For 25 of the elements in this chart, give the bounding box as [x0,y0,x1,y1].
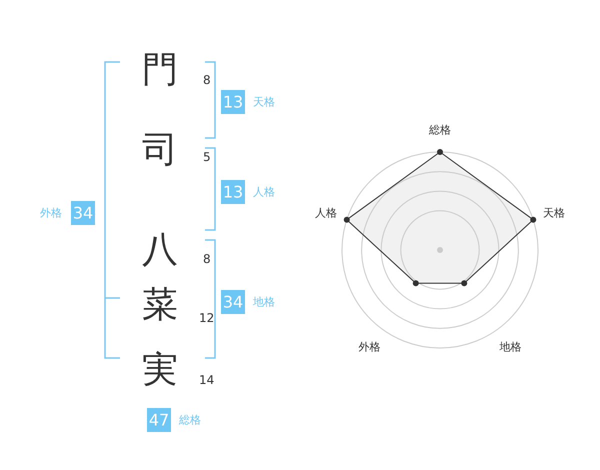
text: 八 [142,230,178,270]
text: 5 [203,150,211,164]
text: 8 [203,252,211,266]
text: 天格 [253,96,275,108]
text: 47 [148,410,170,430]
text: 門 [142,50,178,90]
text: 8 [203,73,211,87]
text: 外格 [40,206,62,220]
text: 13 [222,92,244,112]
text: 34 [72,204,94,222]
text: 13 [222,182,244,202]
spoke-label: 総格 [428,124,451,136]
text: 地格 [252,296,275,308]
text: 司 [142,130,178,170]
text: 34 [222,292,244,312]
text: 実 [142,350,178,390]
text: 14 [199,373,214,387]
spoke-label: 人格 [314,206,337,220]
text: 12 [199,311,214,325]
text: 総格 [178,414,201,426]
spoke-label: 地格 [498,340,522,354]
text: 菜 [142,284,178,326]
spoke-label: 外格 [358,340,380,354]
text: 人格 [253,186,275,198]
spoke-label: 天格 [543,206,566,220]
